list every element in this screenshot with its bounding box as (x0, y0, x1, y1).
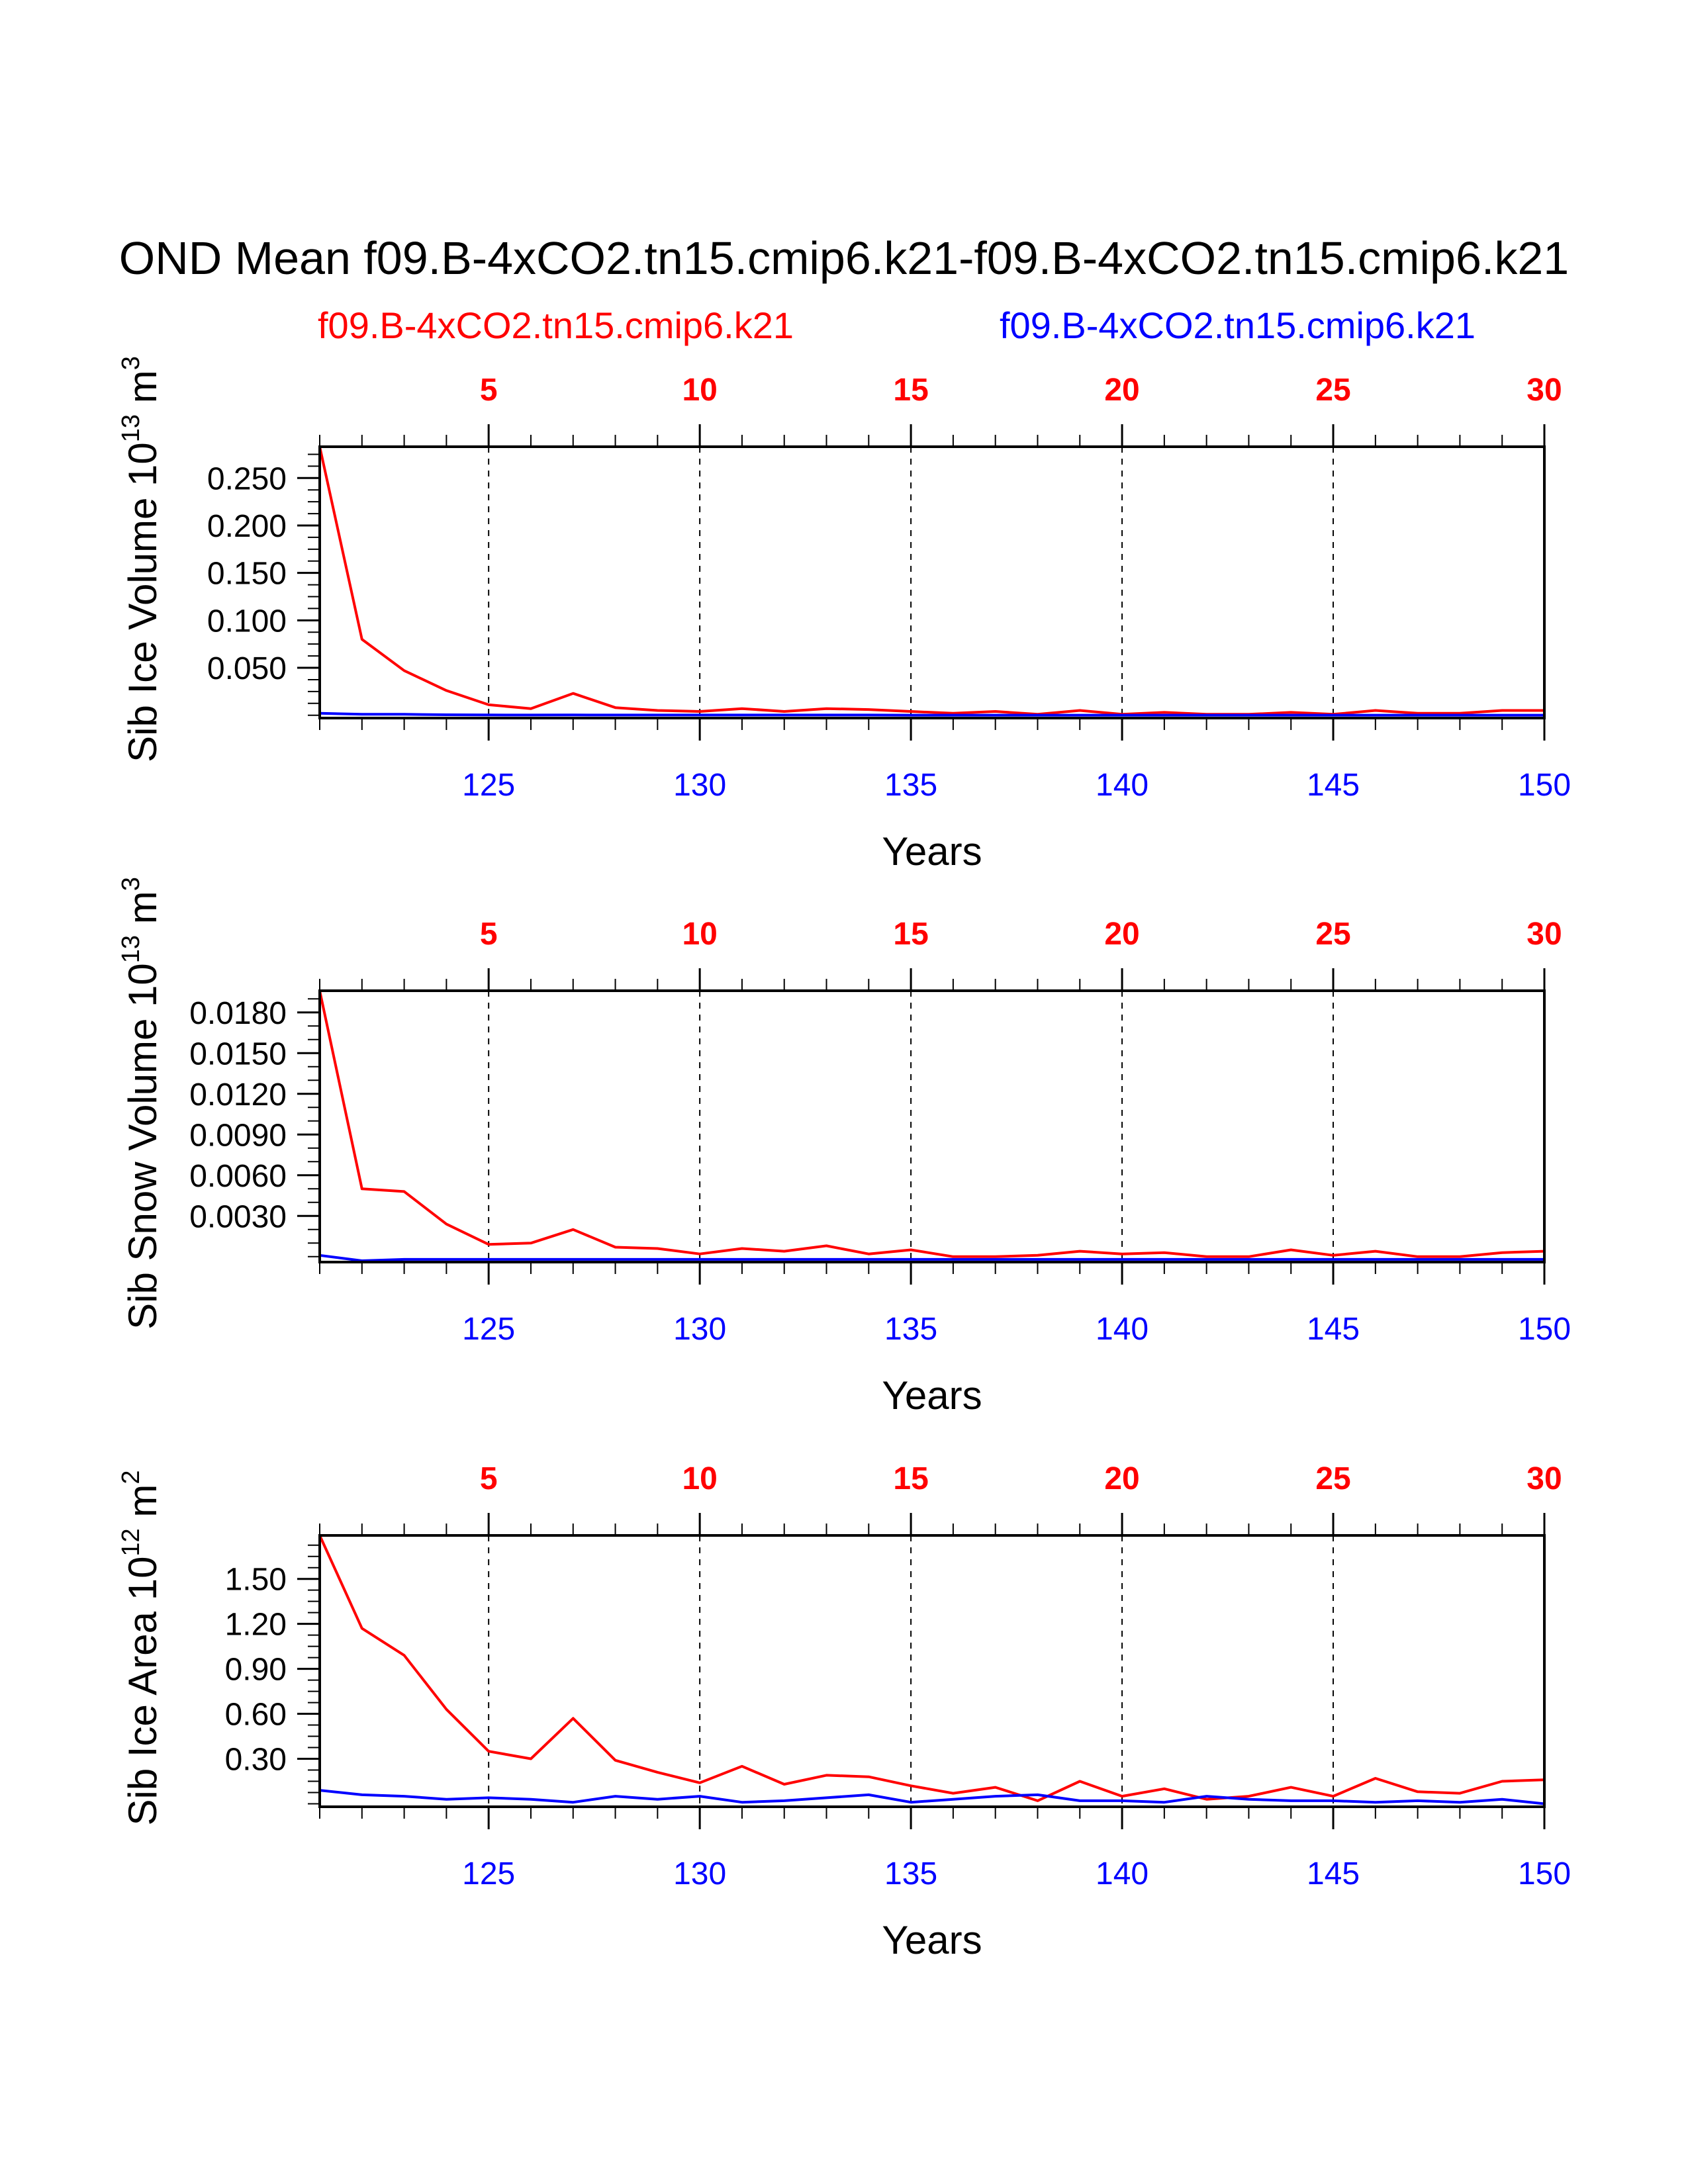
chart-2-series-red-line (318, 990, 1545, 1258)
chart-1-y-axis-title-part: 13 (117, 414, 145, 442)
chart-2-x-tick-label: 125 (462, 1312, 515, 1347)
chart-2-x-tick-label: 135 (884, 1312, 937, 1347)
chart-2-x-tick-label: 145 (1307, 1312, 1360, 1347)
chart-3-y-tick-label: 1.50 (225, 1563, 287, 1598)
chart-2-y-axis-title-part: m (120, 891, 165, 935)
chart-2-x-axis-title: Years (882, 1373, 982, 1418)
chart-3-y-axis-title-part: Sib Ice Area 10 (120, 1557, 165, 1826)
chart-3-x-tick-label: 150 (1518, 1856, 1571, 1891)
chart-2-y-axis-title-part: 3 (117, 877, 145, 891)
chart-1-x-tick-label: 140 (1096, 768, 1149, 803)
chart-1-series-red-line (318, 446, 1544, 716)
chart-3-y-axis-title-part: 2 (117, 1470, 145, 1484)
chart-3-panel: 125 130 135 140 145 150 5 10 15 20 25 30 0.30 0.60 0.9… (117, 1461, 1571, 1962)
chart-2-panel: 125 130 135 140 145 150 5 10 15 20 25 30 0.0030 0.006… (117, 877, 1571, 1418)
chart-3-y-axis-title-part: 12 (117, 1528, 145, 1556)
chart-2-top-tick-label: 30 (1526, 917, 1562, 952)
figure-title: OND Mean f09.B-4xCO2.tn15.cmip6.k21-f09.… (118, 232, 1570, 284)
chart-3-x-tick-label: 145 (1307, 1856, 1360, 1891)
chart-1-top-tick-label: 5 (480, 373, 498, 408)
chart-2-y-axis-title-part: Sib Snow Volume 10 (120, 963, 165, 1330)
chart-3-y-tick-label: 1.20 (225, 1608, 287, 1643)
chart-3-y-tick-label: 0.90 (225, 1653, 287, 1688)
chart-1-top-tick-label: 20 (1104, 373, 1139, 408)
chart-2-top-tick-label: 10 (682, 917, 717, 952)
chart-3-x-tick-label: 125 (462, 1856, 515, 1891)
chart-3-y-axis-title: Sib Ice Area 1012 m2 (117, 1470, 165, 1825)
chart-1-y-axis-title-part: Sib Ice Volume 10 (120, 442, 165, 762)
chart-2-y-tick-label: 0.0030 (189, 1199, 287, 1234)
chart-3-frame (318, 1534, 1546, 1808)
chart-2-x-tick-label: 150 (1518, 1312, 1571, 1347)
chart-2-frame (318, 989, 1546, 1263)
chart-3-y-tick-label: 0.60 (225, 1698, 287, 1733)
chart-1-x-tick-label: 130 (673, 768, 726, 803)
chart-1-series-blue-line (319, 711, 1544, 717)
chart-1-x-tick-label: 135 (884, 768, 937, 803)
chart-1-x-tick-label: 125 (462, 768, 515, 803)
chart-2-top-tick-label: 5 (480, 917, 498, 952)
chart-3-series-red-line (318, 1535, 1545, 1802)
chart-1-y-axis-title: Sib Ice Volume 1013 m3 (117, 356, 165, 762)
chart-3-top-tick-label: 5 (480, 1461, 498, 1496)
chart-1-panel: 125 130 135 140 145 150 5 10 15 20 25 30 0.050 0.100 0… (117, 356, 1571, 874)
chart-3-series-blue-line (319, 1789, 1545, 1805)
chart-2-top-tick-label: 20 (1104, 917, 1139, 952)
chart-1-x-tick-label: 150 (1518, 768, 1571, 803)
chart-2-y-axis-title-part: 13 (117, 935, 145, 963)
chart-1-y-tick-label: 0.050 (207, 651, 287, 686)
chart-3-top-tick-label: 20 (1104, 1461, 1139, 1496)
chart-2-series-blue-line (319, 1253, 1544, 1262)
chart-1-y-tick-label: 0.250 (207, 461, 287, 496)
chart-1-y-tick-label: 0.100 (207, 604, 287, 639)
chart-1-y-axis-title-part: 3 (117, 356, 145, 370)
chart-1-top-tick-label: 30 (1526, 373, 1562, 408)
chart-2-y-tick-label: 0.0060 (189, 1159, 287, 1194)
chart-2-top-tick-label: 25 (1315, 917, 1350, 952)
chart-1-y-tick-label: 0.150 (207, 557, 287, 592)
chart-1-y-axis-title-part: m (120, 370, 165, 414)
chart-2-y-tick-label: 0.0120 (189, 1077, 287, 1113)
chart-1-x-axis-title: Years (882, 829, 982, 874)
legend-entry-blue: f09.B-4xCO2.tn15.cmip6.k21 (1000, 304, 1476, 346)
chart-3-y-axis-title-part: m (120, 1484, 165, 1529)
chart-2-y-axis-title: Sib Snow Volume 1013 m3 (117, 877, 165, 1330)
chart-2-y-tick-label: 0.0090 (189, 1118, 287, 1153)
chart-3-x-tick-label: 135 (884, 1856, 937, 1891)
chart-2-x-tick-label: 140 (1096, 1312, 1149, 1347)
chart-1-top-tick-label: 25 (1315, 373, 1350, 408)
chart-1-top-tick-label: 10 (682, 373, 717, 408)
chart-1-x-tick-label: 145 (1307, 768, 1360, 803)
chart-2-top-tick-label: 15 (893, 917, 928, 952)
chart-3-top-tick-label: 25 (1315, 1461, 1350, 1496)
chart-2-x-tick-label: 130 (673, 1312, 726, 1347)
chart-2-y-tick-label: 0.0150 (189, 1036, 287, 1071)
chart-3-top-tick-label: 15 (893, 1461, 928, 1496)
chart-3-x-axis-title: Years (882, 1918, 982, 1962)
chart-3-top-tick-label: 10 (682, 1461, 717, 1496)
legend-entry-red: f09.B-4xCO2.tn15.cmip6.k21 (318, 304, 794, 346)
chart-1-top-tick-label: 15 (893, 373, 928, 408)
chart-2-y-tick-label: 0.0180 (189, 996, 287, 1031)
chart-3-y-tick-label: 0.30 (225, 1743, 287, 1778)
chart-3-top-tick-label: 30 (1526, 1461, 1562, 1496)
chart-3-x-tick-label: 140 (1096, 1856, 1149, 1891)
chart-1-frame (318, 445, 1546, 719)
chart-1-y-tick-label: 0.200 (207, 509, 287, 544)
chart-3-x-tick-label: 130 (673, 1856, 726, 1891)
